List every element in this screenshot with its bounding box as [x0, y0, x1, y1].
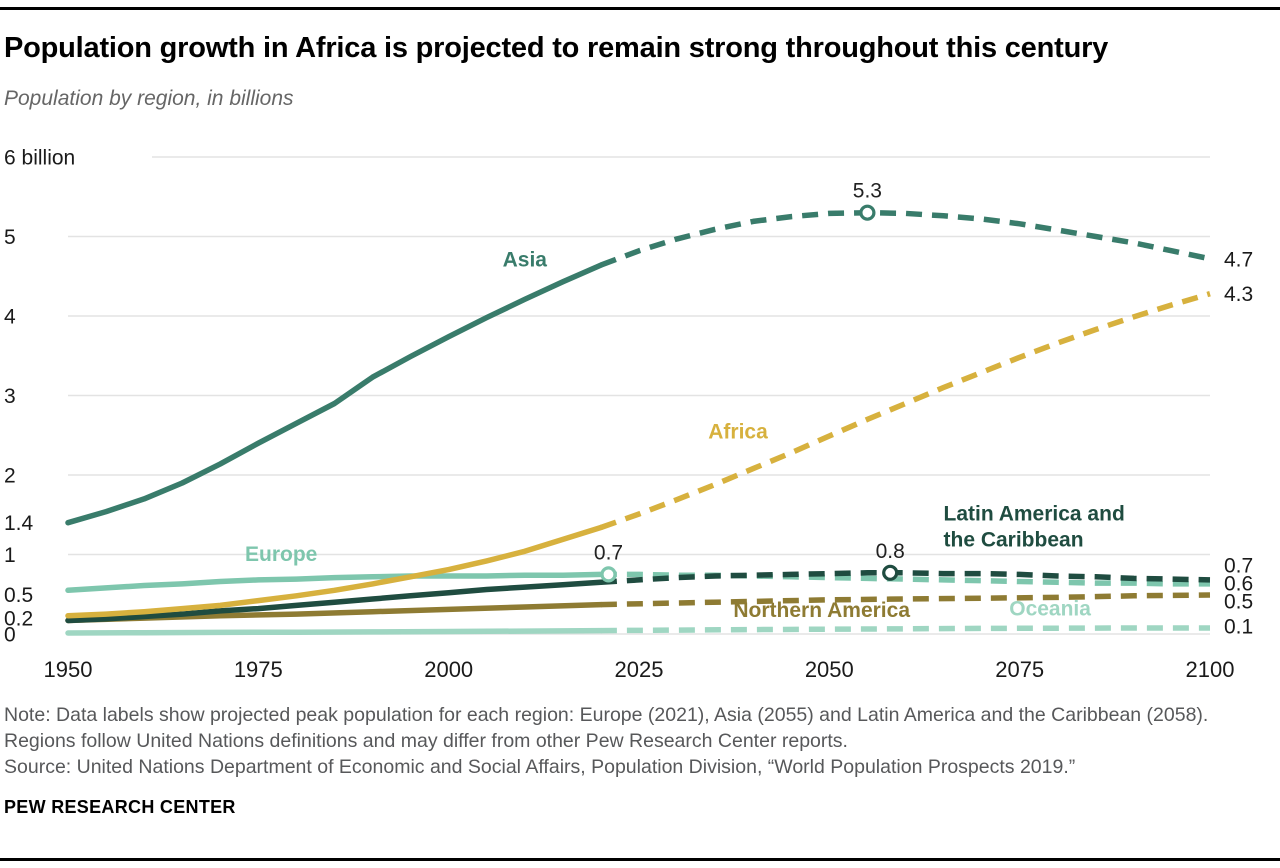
- end-value-label-northern-america: 0.5: [1224, 591, 1253, 614]
- page-subtitle: Population by region, in billions: [4, 87, 294, 110]
- page-title: Population growth in Africa is projected…: [4, 32, 1109, 64]
- series-label-europe: Europe: [245, 543, 317, 566]
- line-europe-historical: [65, 571, 604, 594]
- y-axis-label: 0.2: [4, 608, 33, 631]
- line-latin-america-historical: [65, 579, 604, 624]
- x-axis-label: 1950: [44, 657, 93, 682]
- x-axis-label: 2000: [424, 657, 473, 682]
- y-axis-label: 1: [4, 544, 16, 567]
- x-axis-label: 1975: [234, 657, 283, 682]
- y-axis-label: 6 billion: [4, 147, 75, 170]
- peak-marker-latin-america: [882, 564, 899, 581]
- end-value-label-oceania: 0.1: [1224, 616, 1253, 639]
- series-label-northern-america: Northern America: [733, 599, 910, 622]
- series-label-oceania: Oceania: [1009, 597, 1091, 620]
- series-label-latin-america: the Caribbean: [944, 528, 1084, 551]
- top-rule: [0, 7, 1280, 10]
- line-asia-projected: [599, 209, 1211, 268]
- y-axis-label: 0: [4, 624, 16, 647]
- y-axis-label: 5: [4, 226, 16, 249]
- line-asia-historical: [65, 262, 604, 526]
- line-europe-projected: [600, 571, 1210, 587]
- peak-value-label-europe: 0.7: [594, 541, 623, 564]
- line-africa-historical: [65, 524, 604, 619]
- end-value-label-europe: 0.6: [1224, 573, 1253, 596]
- chart-footer: Note: Data labels show projected peak po…: [4, 702, 1272, 780]
- peak-marker-europe: [600, 566, 617, 583]
- line-oceania-historical: [65, 627, 604, 636]
- line-northern-america-projected: [600, 592, 1211, 608]
- end-value-label-latin-america: 0.7: [1224, 554, 1253, 577]
- y-axis-label: 2: [4, 465, 16, 488]
- x-axis-label: 2025: [615, 657, 664, 682]
- chart-note-line-2: Regions follow United Nations definition…: [4, 730, 848, 752]
- line-oceania-projected: [600, 625, 1210, 634]
- brand-pew-research-center: PEW RESEARCH CENTER: [4, 797, 236, 817]
- end-value-label-asia: 4.7: [1224, 248, 1253, 271]
- series-label-asia: Asia: [503, 249, 548, 272]
- chart-source: Source: United Nations Department of Eco…: [4, 756, 1076, 778]
- peak-value-label-latin-america: 0.8: [876, 540, 905, 563]
- x-axis-label: 2050: [805, 657, 854, 682]
- y-axis-label: 1.4: [4, 512, 34, 535]
- series-label-latin-america: Latin America and: [944, 502, 1125, 525]
- end-value-label-africa: 4.3: [1224, 283, 1253, 306]
- peak-value-label-asia: 5.3: [853, 180, 882, 203]
- peak-marker-asia: [859, 204, 876, 221]
- y-axis-label: 0.5: [4, 584, 33, 607]
- y-axis-label: 3: [4, 385, 16, 408]
- y-axis-label: 4: [4, 306, 16, 329]
- chart-note-line-1: Note: Data labels show projected peak po…: [4, 704, 1209, 726]
- x-axis-label: 2100: [1186, 657, 1235, 682]
- line-africa-projected: [599, 291, 1211, 531]
- x-axis-label: 2075: [995, 657, 1044, 682]
- series-label-africa: Africa: [708, 420, 768, 443]
- bottom-rule: [0, 858, 1280, 861]
- line-latin-america-projected: [600, 570, 1211, 586]
